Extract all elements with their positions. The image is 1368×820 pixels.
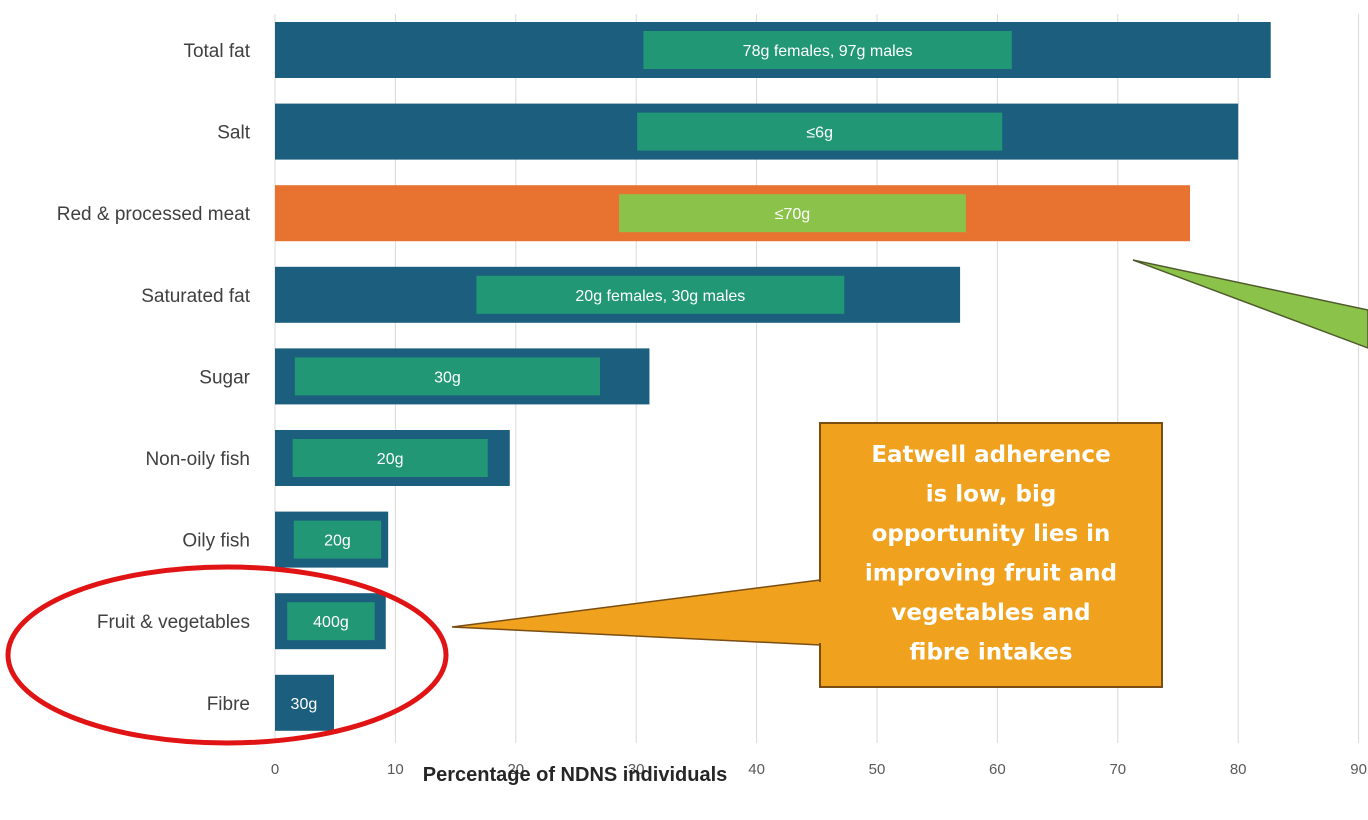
recommendation-bar <box>293 520 382 559</box>
x-tick-labels: 0 10 20 30 40 50 60 70 80 90 <box>271 761 1367 778</box>
recommendation-bar <box>476 275 845 314</box>
callout-text: Eatwell adherence is low, big opportunity … <box>865 442 1117 666</box>
category-label: Fruit & vegetables <box>97 612 250 633</box>
callout-line: improving fruit and <box>865 561 1117 587</box>
eatwell-callout: Eatwell adherence is low, big opportunity … <box>451 422 1163 688</box>
recommendation-label: 20g <box>377 451 404 468</box>
category-label: Non-oily fish <box>145 449 250 470</box>
recommendation-bar <box>643 31 1012 69</box>
x-tick-label: 90 <box>1350 761 1367 778</box>
category-label: Fibre <box>207 694 250 715</box>
recommendation-label: 20g females, 30g males <box>575 288 745 305</box>
recommendation-label: ≤70g <box>775 206 810 223</box>
recommendation-label: 78g females, 97g males <box>743 43 913 60</box>
x-tick-label: 20 <box>507 761 524 778</box>
recommendation-label: 20g <box>324 533 351 550</box>
recommendation-label: 400g <box>313 614 349 631</box>
recommendation-bar <box>287 602 375 641</box>
x-tick-label: 0 <box>271 761 279 778</box>
category-label: Oily fish <box>182 531 250 552</box>
callout-line: fibre intakes <box>909 640 1072 666</box>
recommendation-bar <box>619 194 966 233</box>
green-arrow <box>1132 259 1368 349</box>
recommendation-label: 30g <box>434 369 461 386</box>
x-axis-title: Percentage of NDNS individuals <box>423 764 728 786</box>
category-label: Saturated fat <box>141 286 251 307</box>
category-label: Total fat <box>183 41 250 62</box>
category-label: Sugar <box>199 367 250 388</box>
x-tick-label: 60 <box>989 761 1006 778</box>
callout-line: is low, big <box>926 482 1057 508</box>
highlight-ellipse <box>5 564 449 746</box>
category-labels: Total fat Salt Red & processed meat Saturat… <box>57 41 251 715</box>
bars: 78g females, 97g males ≤6g ≤70g 20g females… <box>275 22 1271 731</box>
callout-line: opportunity lies in <box>872 521 1111 547</box>
x-tick-label: 30 <box>628 761 645 778</box>
x-tick-label: 50 <box>869 761 886 778</box>
x-tick-label: 80 <box>1230 761 1247 778</box>
category-label: Red & processed meat <box>57 204 251 225</box>
callout-box <box>819 422 1163 688</box>
category-label: Salt <box>217 123 250 144</box>
callout-seam-cover <box>818 582 823 643</box>
x-tick-label: 10 <box>387 761 404 778</box>
x-tick-label: 40 <box>748 761 765 778</box>
recommendation-bar <box>294 357 601 396</box>
callout-line: vegetables and <box>891 600 1090 626</box>
callout-line: Eatwell adherence <box>871 442 1110 468</box>
bar <box>275 674 334 731</box>
recommendation-label: ≤6g <box>806 125 833 142</box>
recommendation-bar <box>292 439 488 477</box>
recommendation-label: 30g <box>291 696 318 713</box>
recommendation-bar <box>637 112 1003 151</box>
x-tick-label: 70 <box>1109 761 1126 778</box>
